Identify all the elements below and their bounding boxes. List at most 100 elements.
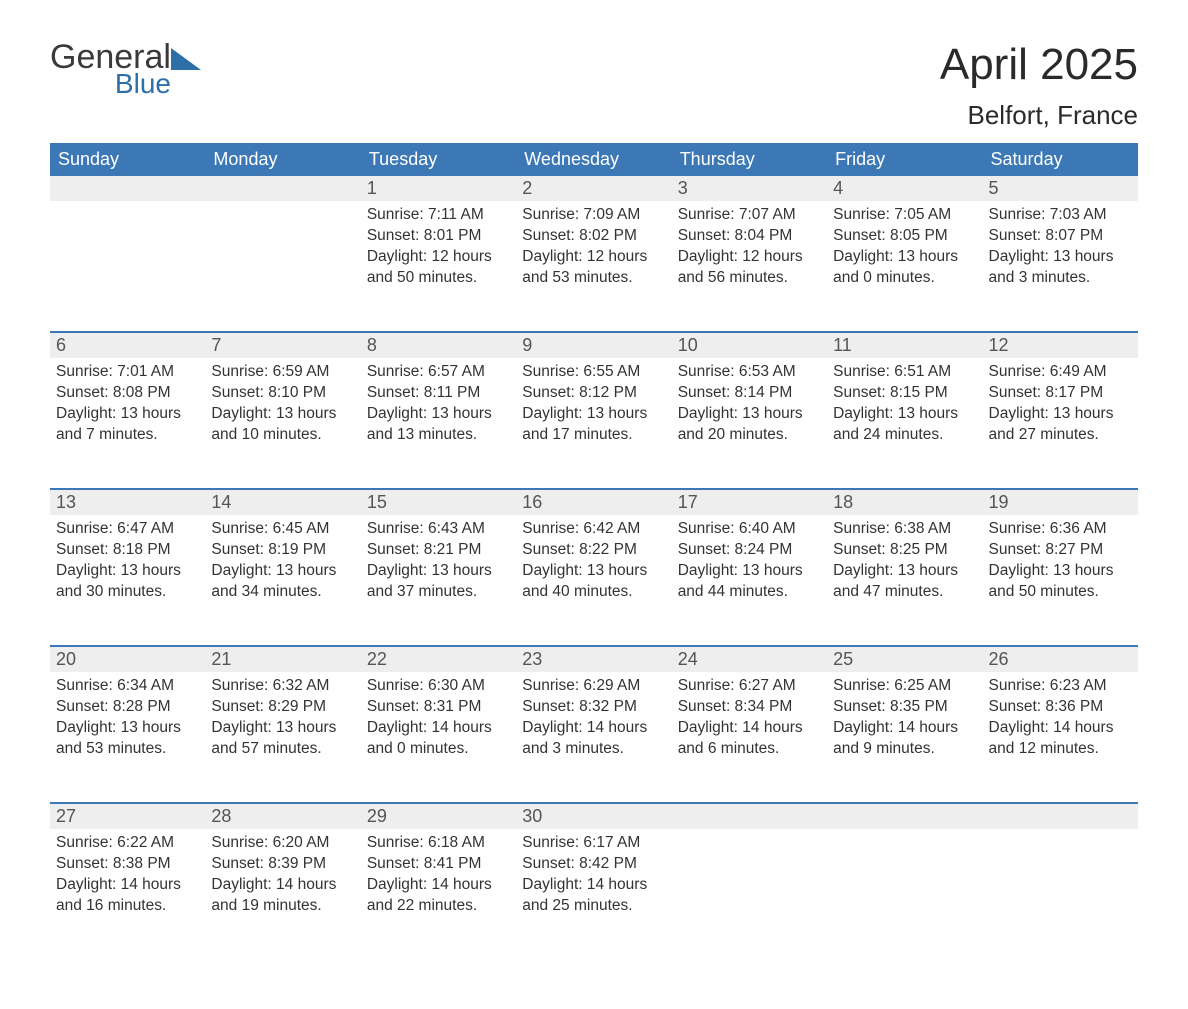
day-body: Sunrise: 6:20 AMSunset: 8:39 PMDaylight:…: [205, 829, 360, 921]
brand-triangle-icon: [171, 48, 201, 70]
day-number-cell: [205, 176, 360, 201]
day-number: [205, 176, 360, 201]
day-body: Sunrise: 7:03 AMSunset: 8:07 PMDaylight:…: [983, 201, 1138, 293]
day-dl1: Daylight: 14 hours: [678, 718, 821, 739]
day-sunset: Sunset: 8:02 PM: [522, 226, 665, 247]
day-dl2: and 10 minutes.: [211, 425, 354, 446]
day-dl2: and 6 minutes.: [678, 739, 821, 760]
day-cell: Sunrise: 6:55 AMSunset: 8:12 PMDaylight:…: [516, 358, 671, 488]
day-sunrise: Sunrise: 6:38 AM: [833, 519, 976, 540]
day-number: 1: [361, 176, 516, 201]
day-dl2: and 57 minutes.: [211, 739, 354, 760]
day-sunrise: Sunrise: 6:53 AM: [678, 362, 821, 383]
day-dl1: Daylight: 14 hours: [367, 875, 510, 896]
day-dl2: and 3 minutes.: [989, 268, 1132, 289]
month-title: April 2025: [940, 40, 1138, 90]
day-sunrise: Sunrise: 7:01 AM: [56, 362, 199, 383]
day-cell: [50, 201, 205, 331]
day-number: 21: [205, 647, 360, 672]
day-body: Sunrise: 6:55 AMSunset: 8:12 PMDaylight:…: [516, 358, 671, 450]
day-number: 25: [827, 647, 982, 672]
day-body: Sunrise: 6:27 AMSunset: 8:34 PMDaylight:…: [672, 672, 827, 764]
day-dl1: Daylight: 13 hours: [678, 404, 821, 425]
day-number-cell: 15: [361, 490, 516, 515]
day-cell: Sunrise: 6:59 AMSunset: 8:10 PMDaylight:…: [205, 358, 360, 488]
day-dl2: and 13 minutes.: [367, 425, 510, 446]
day-sunrise: Sunrise: 6:25 AM: [833, 676, 976, 697]
day-number-cell: 22: [361, 647, 516, 672]
day-dl1: Daylight: 13 hours: [833, 404, 976, 425]
day-sunrise: Sunrise: 6:22 AM: [56, 833, 199, 854]
day-dl2: and 37 minutes.: [367, 582, 510, 603]
day-sunrise: Sunrise: 6:51 AM: [833, 362, 976, 383]
day-number-cell: 26: [983, 647, 1138, 672]
day-sunset: Sunset: 8:39 PM: [211, 854, 354, 875]
day-number-cell: 25: [827, 647, 982, 672]
day-dl2: and 40 minutes.: [522, 582, 665, 603]
calendar-table: SundayMondayTuesdayWednesdayThursdayFrid…: [50, 143, 1138, 959]
day-dl2: and 3 minutes.: [522, 739, 665, 760]
day-dl1: Daylight: 14 hours: [56, 875, 199, 896]
day-cell: Sunrise: 6:43 AMSunset: 8:21 PMDaylight:…: [361, 515, 516, 645]
day-number-cell: 5: [983, 176, 1138, 201]
day-dl1: Daylight: 12 hours: [522, 247, 665, 268]
day-sunset: Sunset: 8:21 PM: [367, 540, 510, 561]
day-sunrise: Sunrise: 6:29 AM: [522, 676, 665, 697]
day-cell: Sunrise: 6:29 AMSunset: 8:32 PMDaylight:…: [516, 672, 671, 802]
day-dl2: and 30 minutes.: [56, 582, 199, 603]
day-body: Sunrise: 6:42 AMSunset: 8:22 PMDaylight:…: [516, 515, 671, 607]
day-number: 6: [50, 333, 205, 358]
day-number: 14: [205, 490, 360, 515]
day-number: 29: [361, 804, 516, 829]
day-cell: [983, 829, 1138, 959]
day-sunset: Sunset: 8:18 PM: [56, 540, 199, 561]
day-number-cell: 20: [50, 647, 205, 672]
daynum-row: 6789101112: [50, 333, 1138, 358]
day-number: 4: [827, 176, 982, 201]
day-dl2: and 25 minutes.: [522, 896, 665, 917]
day-sunrise: Sunrise: 6:45 AM: [211, 519, 354, 540]
day-dl1: Daylight: 13 hours: [211, 718, 354, 739]
day-dl1: Daylight: 13 hours: [56, 718, 199, 739]
day-cell: [672, 829, 827, 959]
calendar-page: General Blue April 2025 Belfort, France …: [0, 0, 1188, 1009]
day-sunset: Sunset: 8:35 PM: [833, 697, 976, 718]
day-dl2: and 56 minutes.: [678, 268, 821, 289]
day-sunset: Sunset: 8:22 PM: [522, 540, 665, 561]
day-cell: Sunrise: 6:27 AMSunset: 8:34 PMDaylight:…: [672, 672, 827, 802]
weekday-header: Tuesday: [361, 143, 516, 176]
brand-text: General Blue: [50, 40, 171, 98]
week-row: Sunrise: 6:22 AMSunset: 8:38 PMDaylight:…: [50, 829, 1138, 959]
weekday-header: Monday: [205, 143, 360, 176]
day-dl2: and 22 minutes.: [367, 896, 510, 917]
day-body: Sunrise: 7:07 AMSunset: 8:04 PMDaylight:…: [672, 201, 827, 293]
day-number: 11: [827, 333, 982, 358]
day-sunrise: Sunrise: 6:32 AM: [211, 676, 354, 697]
title-block: April 2025 Belfort, France: [940, 40, 1138, 131]
day-cell: Sunrise: 6:30 AMSunset: 8:31 PMDaylight:…: [361, 672, 516, 802]
day-number-cell: 18: [827, 490, 982, 515]
day-sunrise: Sunrise: 7:05 AM: [833, 205, 976, 226]
day-body: Sunrise: 6:49 AMSunset: 8:17 PMDaylight:…: [983, 358, 1138, 450]
day-sunset: Sunset: 8:28 PM: [56, 697, 199, 718]
day-body: Sunrise: 6:53 AMSunset: 8:14 PMDaylight:…: [672, 358, 827, 450]
day-sunrise: Sunrise: 7:07 AM: [678, 205, 821, 226]
day-number: [983, 804, 1138, 829]
day-dl1: Daylight: 12 hours: [678, 247, 821, 268]
day-sunrise: Sunrise: 6:43 AM: [367, 519, 510, 540]
day-sunrise: Sunrise: 7:03 AM: [989, 205, 1132, 226]
day-number-cell: 9: [516, 333, 671, 358]
day-number: 3: [672, 176, 827, 201]
day-number-cell: [672, 804, 827, 829]
day-number-cell: 7: [205, 333, 360, 358]
day-body: Sunrise: 6:40 AMSunset: 8:24 PMDaylight:…: [672, 515, 827, 607]
day-dl1: Daylight: 13 hours: [833, 247, 976, 268]
day-number-cell: 24: [672, 647, 827, 672]
day-dl1: Daylight: 13 hours: [211, 404, 354, 425]
day-sunset: Sunset: 8:34 PM: [678, 697, 821, 718]
daynum-row: 13141516171819: [50, 490, 1138, 515]
day-cell: Sunrise: 7:07 AMSunset: 8:04 PMDaylight:…: [672, 201, 827, 331]
day-number: 30: [516, 804, 671, 829]
day-number: 12: [983, 333, 1138, 358]
day-sunrise: Sunrise: 6:17 AM: [522, 833, 665, 854]
